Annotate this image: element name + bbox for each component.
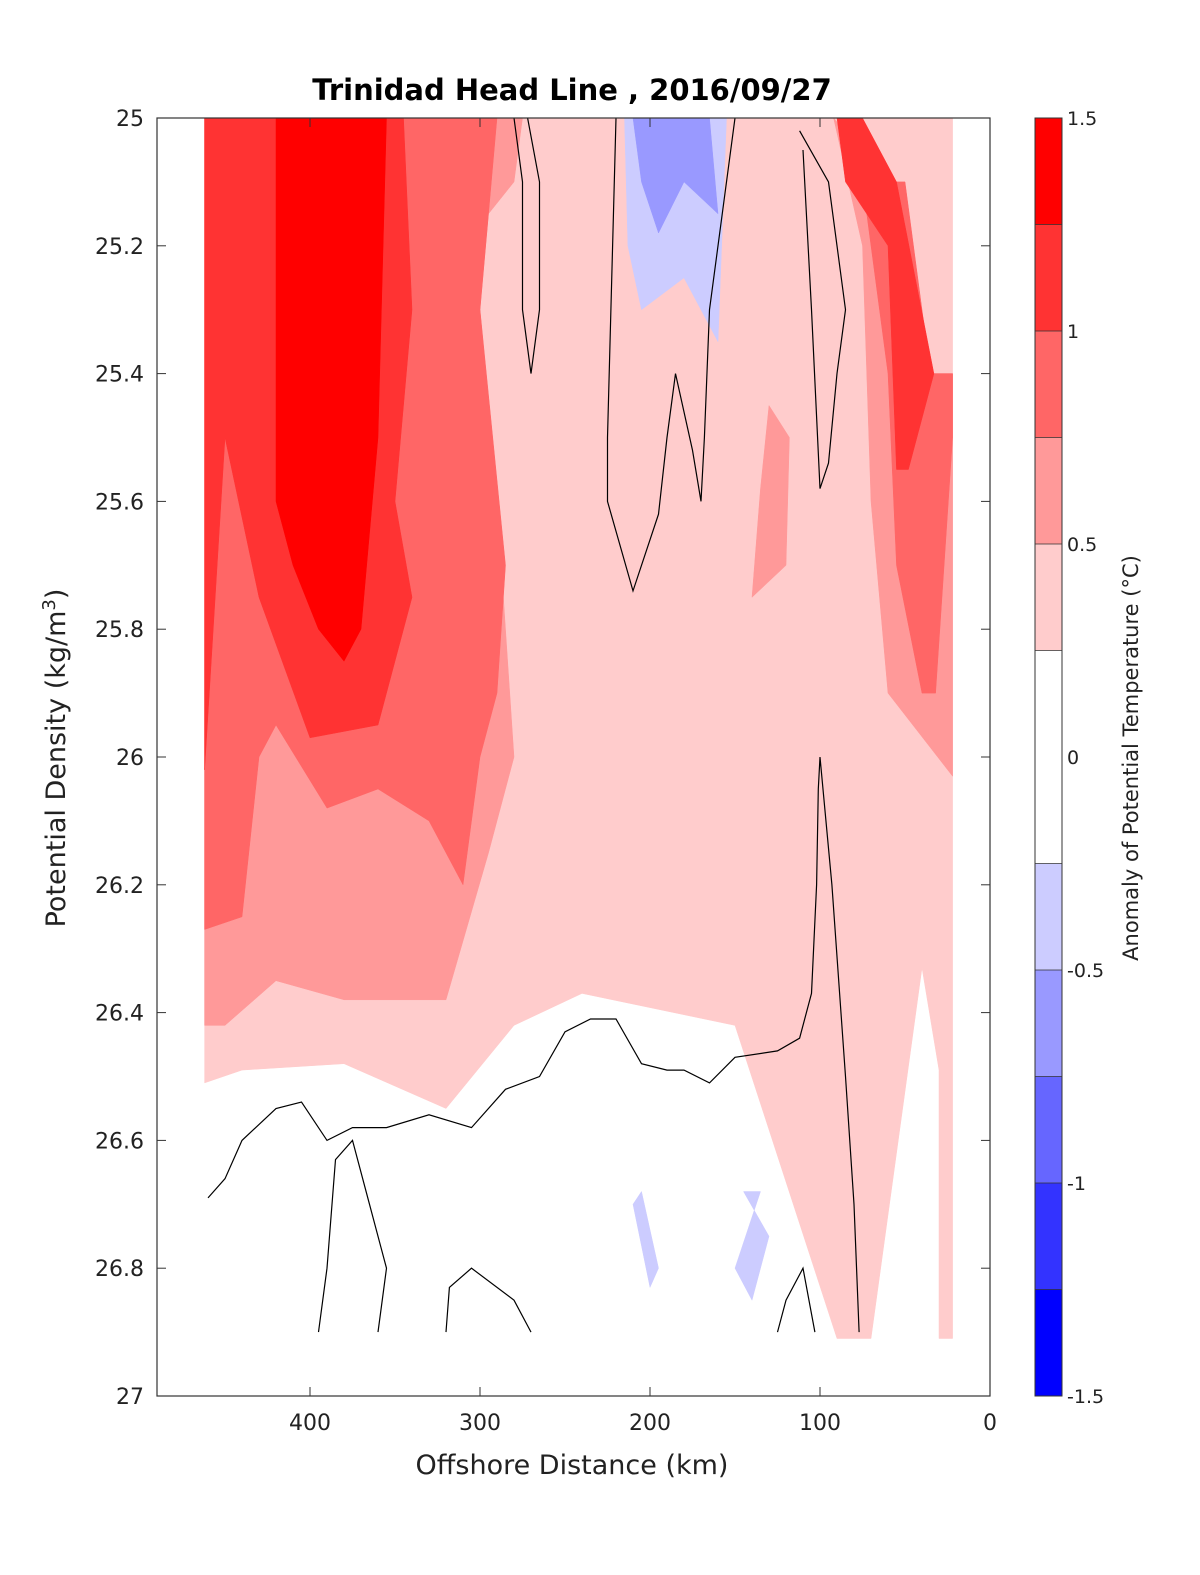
- colorbar-level-5: [1035, 650, 1062, 864]
- colorbar-level-10: [1035, 1289, 1062, 1396]
- contour-line-5: [445, 1267, 532, 1333]
- contour-region-8: [275, 118, 387, 662]
- contour-lines: [207, 118, 860, 1333]
- x-tick-label-3: 100: [799, 1411, 841, 1436]
- y-axis-label-superscript: 3: [39, 599, 60, 610]
- y-tick-label-7: 26.4: [95, 1002, 144, 1027]
- contour-line-1: [513, 118, 541, 374]
- filled-contour-regions: [204, 118, 953, 1339]
- colorbar-level-4: [1035, 544, 1062, 651]
- plot-area: 400 300 200 100 0 25 25.2 25.4 25.6 25.8 26 26.2 26…: [95, 107, 997, 1436]
- colorbar-level-7: [1035, 970, 1062, 1077]
- contour-line-0: [207, 756, 860, 1333]
- y-tick-label-5: 26: [116, 746, 144, 771]
- colorbar-level-9: [1035, 1183, 1062, 1290]
- x-axis: 400 300 200 100 0: [289, 118, 997, 1436]
- y-axis-label: Potential Density (kg/m3): [39, 589, 72, 928]
- colorbar-level-3: [1035, 437, 1062, 544]
- chart-title: Trinidad Head Line , 2016/09/27: [312, 73, 832, 107]
- contour-line-4: [317, 1139, 388, 1333]
- colorbar-tick-label-6: -1.5: [1067, 1386, 1104, 1408]
- y-tick-label-1: 25.2: [95, 235, 144, 260]
- colorbar-label: Anomaly of Potential Temperature (°C): [1119, 555, 1143, 961]
- y-tick-label-0: 25: [116, 107, 144, 132]
- colorbar: 1.5 1 0.5 0 -0.5 -1 -1.5 Anomaly of Potential …: [1034, 108, 1143, 1408]
- y-tick-label-2: 25.4: [95, 363, 144, 388]
- colorbar-level-8: [1035, 1076, 1062, 1183]
- colorbar-tick-label-4: -0.5: [1067, 960, 1104, 982]
- colorbar-tick-label-3: 0: [1067, 747, 1079, 769]
- contour-region-12: [734, 1191, 770, 1301]
- x-tick-label-2: 200: [629, 1411, 671, 1436]
- contour-region-7: [836, 118, 935, 470]
- y-tick-label-3: 25.6: [95, 490, 144, 515]
- colorbar-frame: [1034, 117, 1063, 1397]
- y-axis: 25 25.2 25.4 25.6 25.8 26 26.2 26.4 26.6 26.8 27: [95, 107, 990, 1410]
- colorbar-level-0: [1035, 118, 1062, 225]
- contour-region-11: [632, 1190, 659, 1289]
- contour-line-6: [776, 1266, 816, 1333]
- colorbar-tick-label-1: 1: [1067, 321, 1079, 343]
- colorbar-tick-label-5: -1: [1067, 1173, 1086, 1195]
- colorbar-tick-label-0: 1.5: [1067, 108, 1097, 130]
- contour-region-3: [751, 404, 790, 598]
- y-axis-label-main: Potential Density (kg/m: [41, 611, 72, 928]
- y-tick-label-9: 26.8: [95, 1257, 144, 1282]
- colorbar-tick-label-2: 0.5: [1067, 534, 1097, 556]
- colorbar-level-6: [1035, 863, 1062, 970]
- colorbar-levels: [1035, 118, 1062, 1396]
- x-tick-label-4: 0: [983, 1411, 997, 1436]
- x-tick-label-0: 400: [289, 1411, 331, 1436]
- contour-line-3: [799, 130, 847, 489]
- colorbar-level-1: [1035, 224, 1062, 331]
- x-tick-label-1: 300: [459, 1411, 501, 1436]
- y-tick-label-4: 25.8: [95, 618, 144, 643]
- contour-region-10: [632, 118, 719, 234]
- y-tick-label-10: 27: [116, 1385, 144, 1410]
- colorbar-level-2: [1035, 331, 1062, 438]
- y-tick-label-8: 26.6: [95, 1129, 144, 1154]
- contour-line-2: [606, 118, 736, 593]
- x-axis-label: Offshore Distance (km): [416, 1450, 729, 1481]
- y-tick-label-6: 26.2: [95, 874, 144, 899]
- y-axis-label-close: ): [41, 589, 72, 600]
- colorbar-ticks: 1.5 1 0.5 0 -0.5 -1 -1.5: [1067, 108, 1104, 1408]
